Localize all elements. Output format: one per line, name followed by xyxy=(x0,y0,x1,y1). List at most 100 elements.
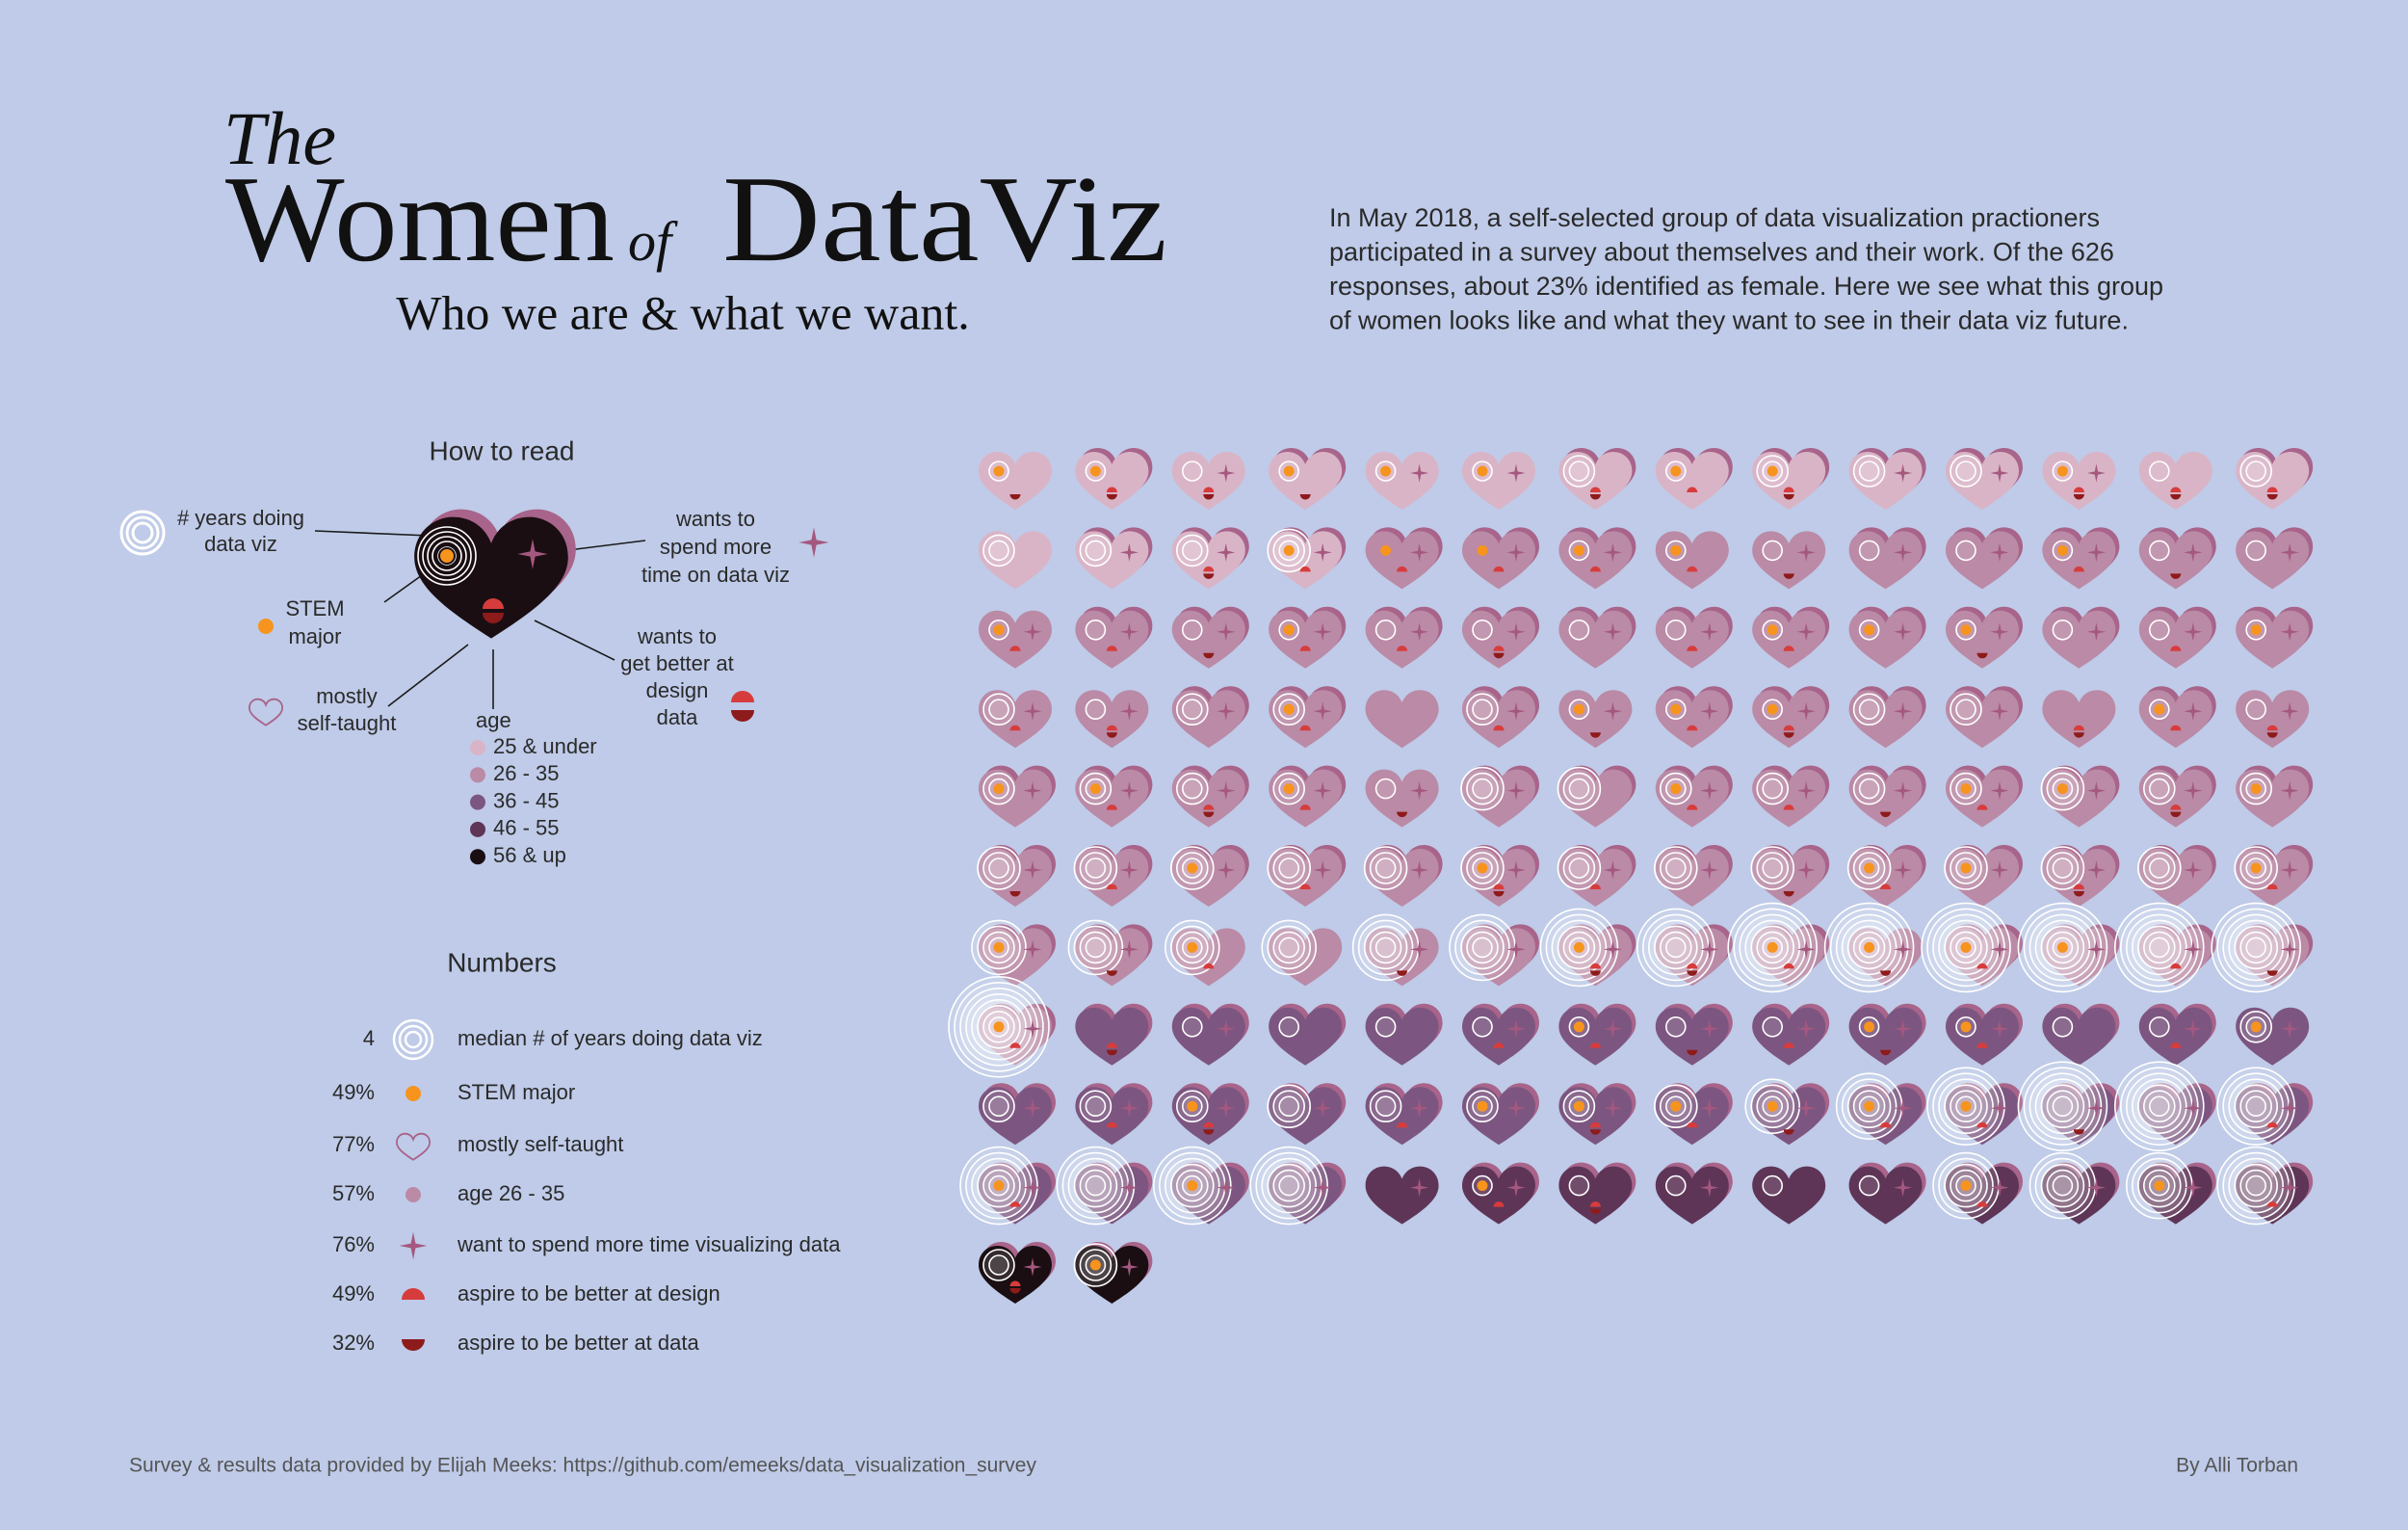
heart-design xyxy=(1880,1121,1892,1128)
heart-more-time xyxy=(2280,622,2299,642)
heart-year-ring xyxy=(1472,936,1493,959)
heart-glyph xyxy=(2138,452,2212,510)
heart-glyph xyxy=(1558,527,1636,590)
heart-more-time xyxy=(1603,860,1622,880)
heart-glyph xyxy=(1655,606,1733,669)
heart-more-time xyxy=(1119,1257,1139,1277)
heart-year-ring xyxy=(2239,931,2272,964)
heart-age xyxy=(1752,849,1826,907)
heart-age xyxy=(2138,849,2212,907)
heart-year-ring xyxy=(1363,925,1408,970)
heart-design xyxy=(2266,725,2278,731)
heart-year-ring xyxy=(1665,936,1687,959)
heart-stem xyxy=(993,1180,1005,1192)
heart-glyph xyxy=(1267,1083,1347,1146)
heart-year-ring xyxy=(1369,852,1402,884)
heart-age xyxy=(2138,1087,2212,1146)
heart-year-ring xyxy=(2211,902,2301,993)
heart-stem xyxy=(2154,1180,2165,1192)
heart-glyph xyxy=(1848,765,1926,828)
heart-stem xyxy=(1767,703,1778,715)
heart-more-time xyxy=(1119,860,1139,880)
heart-stem xyxy=(1089,783,1101,795)
heart-more-time xyxy=(1700,1178,1719,1198)
number-icon-age xyxy=(406,1187,421,1202)
heart-age xyxy=(979,1087,1052,1146)
heart-year-ring xyxy=(1654,925,1698,970)
heart-year-ring xyxy=(1357,919,1414,976)
heart-data xyxy=(1783,573,1794,579)
heart-year-ring xyxy=(988,1254,1009,1276)
heart-year-ring xyxy=(1073,1163,1118,1208)
heart-design xyxy=(1687,646,1698,651)
heart-year-ring xyxy=(2234,1163,2278,1208)
heart-more-time xyxy=(1990,1019,2009,1039)
heart-design xyxy=(1299,725,1311,731)
heart-more-time xyxy=(1023,622,1042,642)
heart-data xyxy=(1397,970,1408,976)
heart-year-ring xyxy=(1449,913,1516,982)
heart-glyph xyxy=(2028,1151,2120,1225)
legend-label: age xyxy=(476,708,511,732)
heart-age xyxy=(2138,531,2212,590)
heart-data xyxy=(1589,732,1601,738)
heart-glyph xyxy=(1846,845,1926,907)
heart-age xyxy=(1269,1087,1343,1146)
heart-glyph xyxy=(1848,606,1926,669)
heart-glyph xyxy=(1171,452,1245,510)
heart-more-time xyxy=(1410,939,1429,959)
heart-glyph xyxy=(1558,690,1633,749)
heart-glyph xyxy=(1449,913,1539,987)
heart-more-time xyxy=(1506,1098,1526,1118)
heart-design xyxy=(1976,963,1988,969)
heart-design xyxy=(1009,725,1021,731)
heart-glyph xyxy=(1075,606,1153,669)
heart-design xyxy=(1203,1121,1215,1128)
heart-year-ring xyxy=(2239,1169,2272,1202)
heart-year-ring xyxy=(2234,925,2278,970)
heart-year-ring xyxy=(1568,857,1590,879)
heart-year-ring xyxy=(2114,902,2205,993)
heart-design xyxy=(2073,725,2084,731)
example-ring xyxy=(427,536,467,576)
heart-year-ring xyxy=(1665,1174,1687,1197)
heart-age xyxy=(979,690,1052,749)
heart-design xyxy=(1783,963,1794,969)
heart-design xyxy=(1493,884,1505,889)
heart-more-time xyxy=(1700,1019,1719,1039)
heart-stem xyxy=(1960,1021,1972,1033)
number-label: aspire to be better at design xyxy=(458,1281,720,1306)
heart-glyph xyxy=(977,845,1056,907)
heart-age xyxy=(1558,849,1633,907)
heart-year-ring xyxy=(1085,1095,1107,1117)
heart-more-time xyxy=(1990,542,2009,562)
heart-year-ring xyxy=(1182,778,1203,800)
heart-glyph xyxy=(2137,845,2216,907)
heart-more-time xyxy=(1894,1019,1913,1039)
heart-year-ring xyxy=(2143,931,2176,964)
heart-glyph xyxy=(2042,1003,2120,1066)
number-value: 57% xyxy=(332,1181,375,1205)
heart-year-ring xyxy=(982,852,1015,884)
heart-more-time xyxy=(2086,1178,2106,1198)
age-label: 25 & under xyxy=(493,734,597,758)
heart-year-ring xyxy=(1858,540,1880,562)
heart-glyph xyxy=(1835,1072,1926,1146)
heart-age xyxy=(1462,769,1535,828)
legend-data xyxy=(731,710,754,722)
heart-year-ring xyxy=(1272,1169,1305,1202)
heart-glyph xyxy=(1932,1151,2023,1225)
heart-glyph xyxy=(2216,1146,2314,1226)
heart-year-ring xyxy=(2137,1084,2182,1128)
heart-more-time xyxy=(1410,860,1429,880)
heart-year-ring xyxy=(2132,919,2187,976)
heart-design xyxy=(2170,1042,2182,1048)
heart-glyph xyxy=(1075,1083,1153,1146)
heart-stem xyxy=(993,624,1005,636)
legend-label: time on data viz xyxy=(641,563,790,587)
heart-age xyxy=(1558,452,1633,510)
heart-year-ring xyxy=(2052,1174,2074,1197)
heart-data xyxy=(1009,891,1021,897)
heart-stem xyxy=(1477,465,1488,477)
heart-more-time xyxy=(1217,542,1236,562)
